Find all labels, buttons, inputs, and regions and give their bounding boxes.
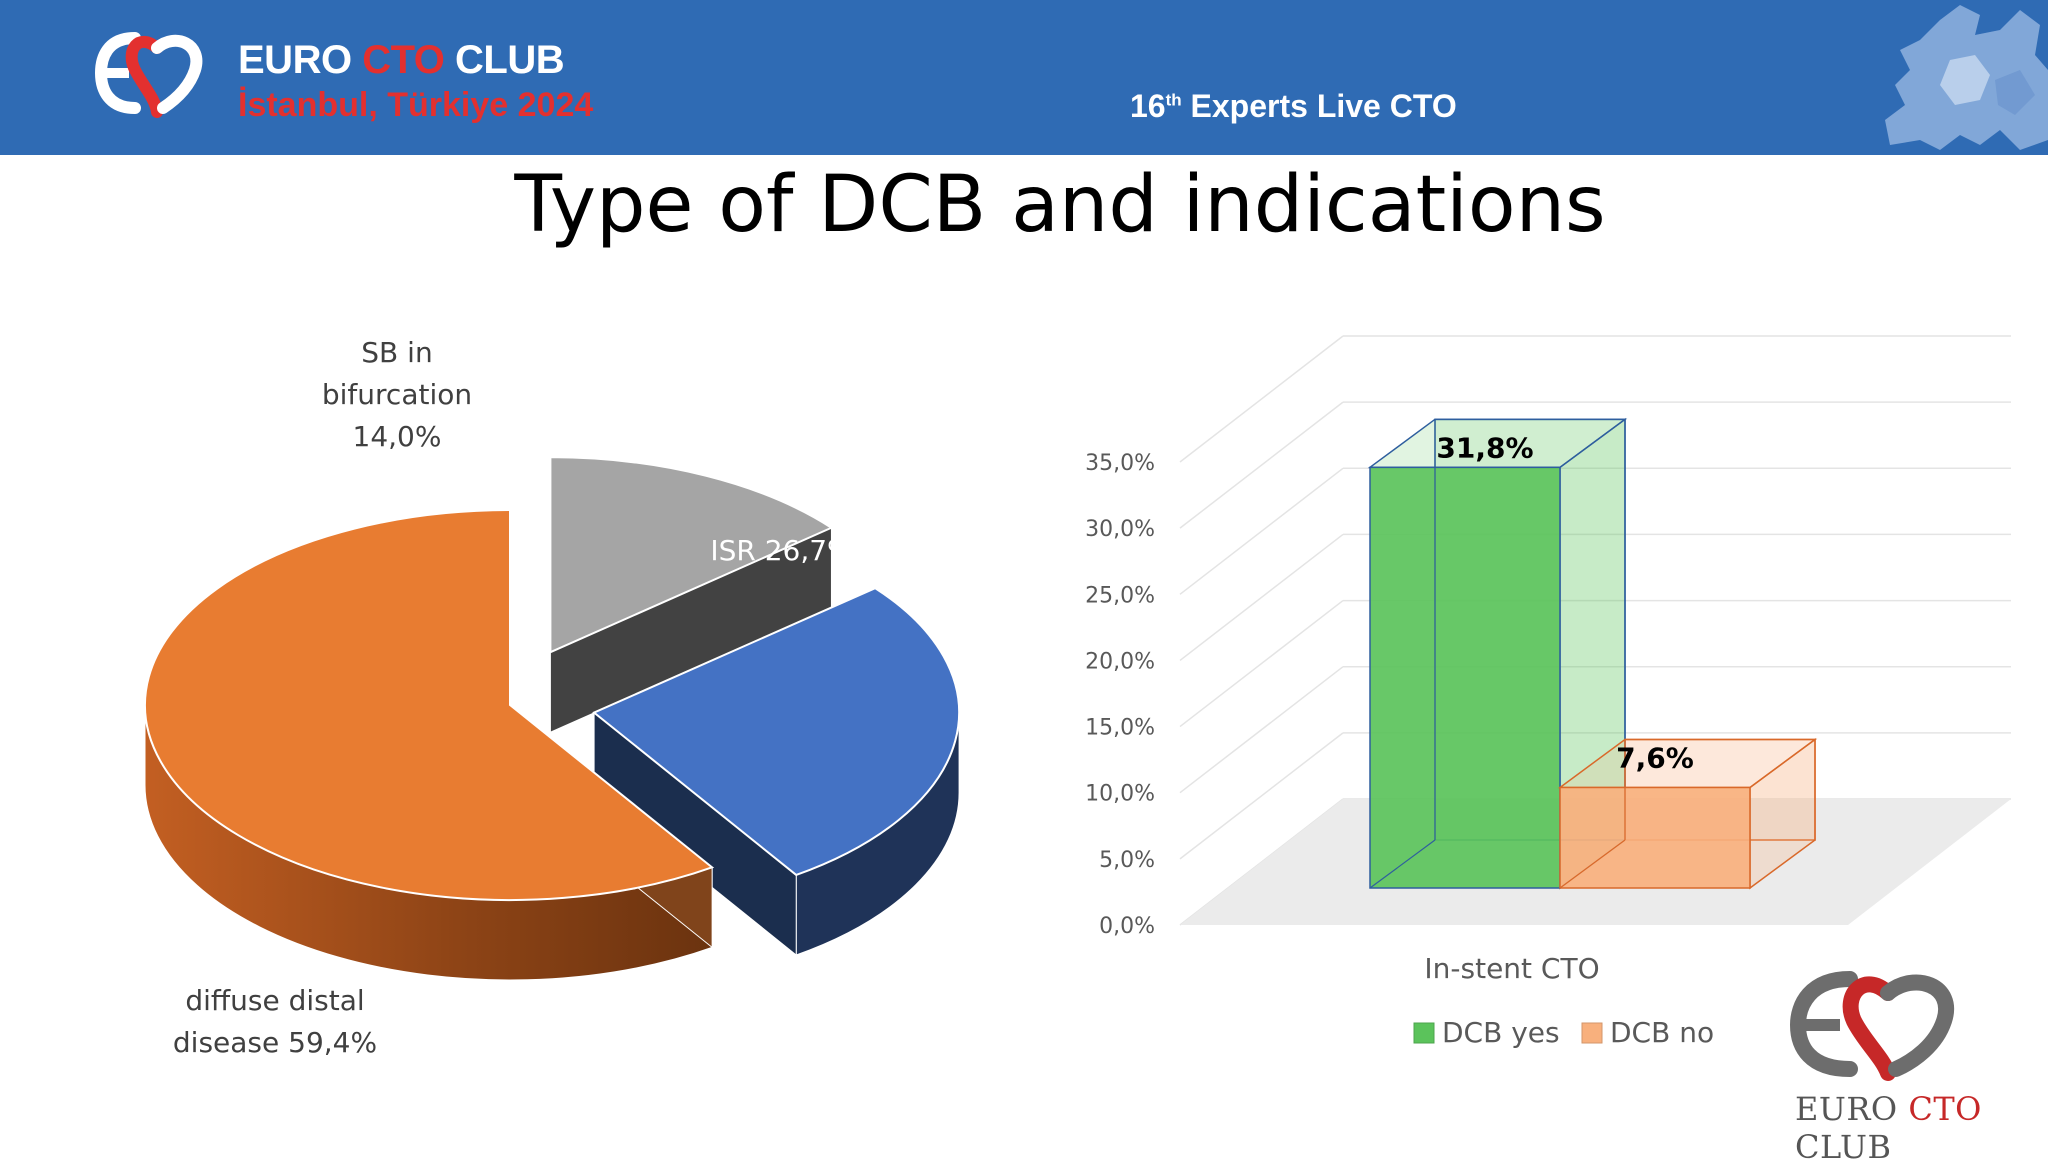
footer-logo-icon — [1789, 971, 1954, 1081]
europe-map-icon — [1885, 5, 2048, 150]
pie-label-1: ISR 26,7% — [710, 534, 853, 567]
pie-slice-2 — [144, 508, 715, 901]
y-tick-label: 25,0% — [1085, 583, 1155, 608]
y-tick-label: 30,0% — [1085, 517, 1155, 542]
x-category-label: In-stent CTO — [1424, 952, 1599, 985]
y-tick-label: 0,0% — [1099, 914, 1155, 939]
pie-label-2: diffuse distal disease 59,4% — [173, 984, 377, 1059]
footer-brand-text: EURO CTO CLUB — [1795, 1090, 1982, 1166]
slide-title: Type of DCB and indications — [514, 160, 1606, 250]
bar-chart: 0,0% 5,0% 10,0% 15,0% 20,0% 25,0% 30,0% 35,0% 31… — [1085, 335, 2011, 1049]
y-tick-label: 15,0% — [1085, 716, 1155, 741]
pie-label-0: SB in bifurcation 14,0% — [322, 336, 472, 453]
pie-chart: SB in bifurcation 14,0% ISR 26,7% diffuse di… — [144, 336, 961, 1059]
svg-text:DCB yes: DCB yes — [1442, 1016, 1560, 1049]
event-title: 16th Experts Live CTO — [1130, 88, 1457, 124]
bar-data-label-1: 7,6% — [1616, 741, 1694, 774]
y-tick-label: 20,0% — [1085, 649, 1155, 674]
pie-slice-0 — [549, 456, 834, 654]
bar-0 — [1367, 417, 1628, 890]
brand-location: İstanbul, Türkiye 2024 — [238, 86, 594, 124]
svg-text:DCB no: DCB no — [1610, 1016, 1714, 1049]
y-tick-label: 5,0% — [1099, 848, 1155, 873]
brand-name: EURO CTO CLUB — [238, 38, 565, 82]
header-banner: EURO CTO CLUB İstanbul, Türkiye 2024 16t… — [0, 0, 2048, 155]
bar-1 — [1557, 737, 1818, 890]
pie-slice-1 — [592, 587, 961, 877]
bar-data-label-0: 31,8% — [1436, 431, 1533, 464]
legend-item-0: DCB yes — [1413, 1016, 1560, 1049]
legend-item-1: DCB no — [1581, 1016, 1714, 1049]
y-tick-label: 35,0% — [1085, 451, 1155, 476]
y-tick-label: 10,0% — [1085, 782, 1155, 807]
euro-cto-club-logo — [95, 32, 203, 118]
